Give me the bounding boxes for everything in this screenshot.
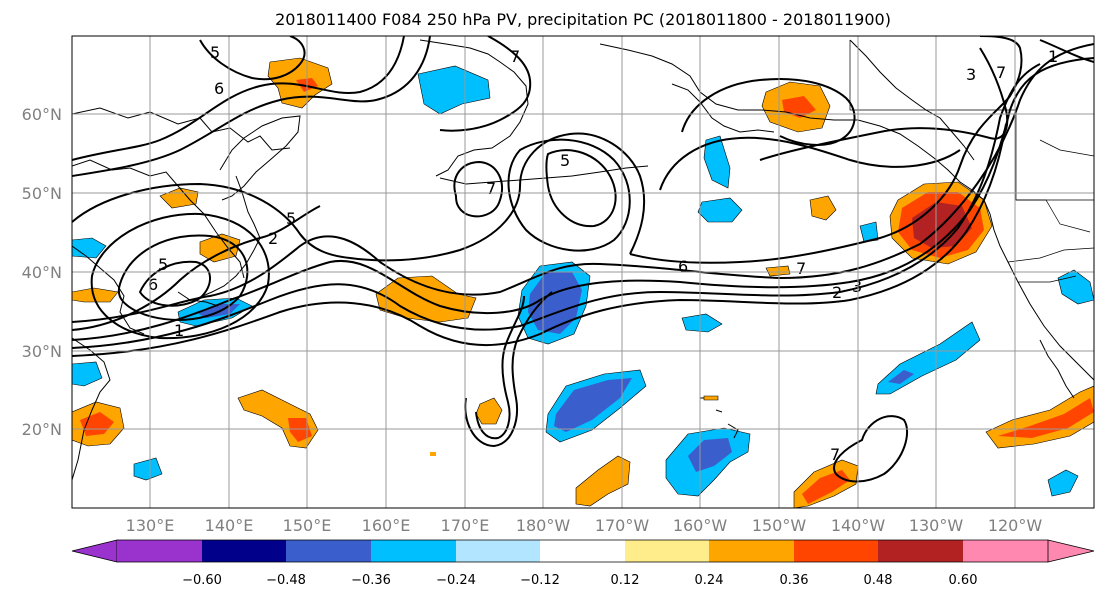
positive-anomaly-region: [430, 452, 436, 456]
lon-tick-label: 140°E: [205, 516, 254, 535]
colorbar-tick-label: −0.24: [436, 573, 476, 588]
colorbar-bin: [709, 540, 794, 562]
negative-anomaly-region: [72, 237, 107, 259]
negative-anomaly-region: [417, 65, 491, 115]
colorbar-tick-label: −0.48: [266, 573, 306, 588]
negative-anomaly-region: [554, 378, 632, 432]
positive-anomaly-region: [809, 195, 837, 221]
gridlines: [72, 36, 1094, 508]
contour-label: 1: [1048, 47, 1058, 66]
contour-label: 7: [796, 259, 806, 278]
negative-anomaly-region: [688, 438, 732, 472]
lon-tick-label: 130°W: [909, 516, 964, 535]
colorbar-extend-high: [1047, 539, 1095, 563]
colorbar-tick-label: −0.12: [520, 573, 560, 588]
coastlines: [72, 39, 1094, 481]
contour-label: 3: [852, 277, 862, 296]
lat-tick-label: 60°N: [22, 105, 62, 124]
lon-tick-label: 120°W: [988, 516, 1043, 535]
longitude-labels: 130°E 140°E 150°E 160°E 170°E 180°W 170°…: [126, 516, 1043, 535]
colorbar-tick-label: 0.48: [864, 573, 893, 588]
negative-anomaly-region: [703, 135, 731, 189]
colorbar-tick-label: −0.36: [351, 573, 391, 588]
colorbar-bin: [794, 540, 878, 562]
positive-anomaly-region: [998, 398, 1094, 438]
figure-title: 2018011400 F084 250 hPa PV, precipitatio…: [275, 10, 891, 29]
contour-label: 7: [830, 445, 840, 464]
colorbar-bin: [286, 540, 371, 562]
map-frame: [71, 35, 1095, 509]
lon-tick-label: 180°W: [516, 516, 571, 535]
colorbar-tick-label: 0.12: [611, 573, 640, 588]
negative-anomaly-region: [1047, 469, 1079, 497]
lon-tick-label: 160°E: [362, 516, 411, 535]
positive-anomaly-region: [72, 287, 119, 303]
colorbar-bin: [963, 540, 1048, 562]
contour-label: 6: [214, 79, 224, 98]
negative-anomaly-region: [1057, 269, 1094, 305]
colorbar-bin: [540, 540, 625, 562]
positive-anomaly-region: [802, 470, 850, 504]
map-panel: 5 6 7 5 7 6 7 2 3 7 3 1 5 2 5 6 1 7: [71, 35, 1095, 509]
contour-label: 7: [486, 179, 496, 198]
contour-label: 6: [148, 275, 158, 294]
lon-tick-label: 140°W: [831, 516, 886, 535]
contour-label: 5: [560, 151, 570, 170]
pv-contour-labels: 5 6 7 5 7 6 7 2 3 7 3 1 5 2 5 6 1 7: [148, 43, 1058, 464]
negative-anomaly-region: [697, 197, 743, 223]
contour-label: 7: [996, 63, 1006, 82]
colorbar-bin: [371, 540, 456, 562]
lat-tick-label: 40°N: [22, 263, 62, 282]
lat-tick-label: 30°N: [22, 342, 62, 361]
lon-tick-label: 160°W: [673, 516, 728, 535]
negative-anomaly-region: [859, 221, 879, 243]
negative-anomaly-region: [888, 370, 914, 384]
colorbar-tick-label: 0.24: [695, 573, 724, 588]
colorbar-bin: [456, 540, 540, 562]
contour-label: 3: [966, 65, 976, 84]
negative-anomaly-region: [72, 361, 103, 387]
contour-label: 6: [678, 257, 688, 276]
colorbar-extend-low: [71, 539, 118, 563]
positive-anomaly-region: [782, 96, 816, 118]
precip-anomaly-shading: [72, 57, 1094, 508]
negative-anomaly-region: [681, 313, 723, 333]
contour-label: 5: [210, 43, 220, 62]
colorbar: −0.60 −0.48 −0.36 −0.24 −0.12 0.12 0.24 …: [71, 539, 1095, 588]
positive-anomaly-region: [703, 395, 719, 401]
colorbar-bin: [117, 540, 202, 562]
contour-label: 2: [268, 229, 278, 248]
colorbar-tick-label: −0.60: [182, 573, 222, 588]
negative-anomaly-region: [133, 457, 163, 481]
contour-label: 7: [510, 47, 520, 66]
lat-tick-label: 20°N: [22, 420, 62, 439]
colorbar-tick-labels: −0.60 −0.48 −0.36 −0.24 −0.12 0.12 0.24 …: [182, 573, 977, 588]
lon-tick-label: 150°W: [752, 516, 807, 535]
positive-anomaly-region: [575, 455, 631, 507]
lon-tick-label: 150°E: [283, 516, 332, 535]
colorbar-bin: [878, 540, 963, 562]
contour-label: 2: [832, 283, 842, 302]
positive-anomaly-region: [765, 265, 791, 277]
colorbar-bin: [202, 540, 286, 562]
latitude-labels: 60°N 50°N 40°N 30°N 20°N: [22, 105, 62, 439]
colorbar-bin: [625, 540, 709, 562]
positive-anomaly-region: [288, 418, 312, 442]
lon-tick-label: 170°W: [595, 516, 650, 535]
contour-label: 5: [158, 255, 168, 274]
lon-tick-label: 170°E: [441, 516, 490, 535]
contour-label: 1: [174, 321, 184, 340]
colorbar-tick-label: 0.60: [949, 573, 978, 588]
colorbar-tick-label: 0.36: [780, 573, 809, 588]
lon-tick-label: 130°E: [126, 516, 175, 535]
contour-label: 5: [286, 209, 296, 228]
lat-tick-label: 50°N: [22, 184, 62, 203]
